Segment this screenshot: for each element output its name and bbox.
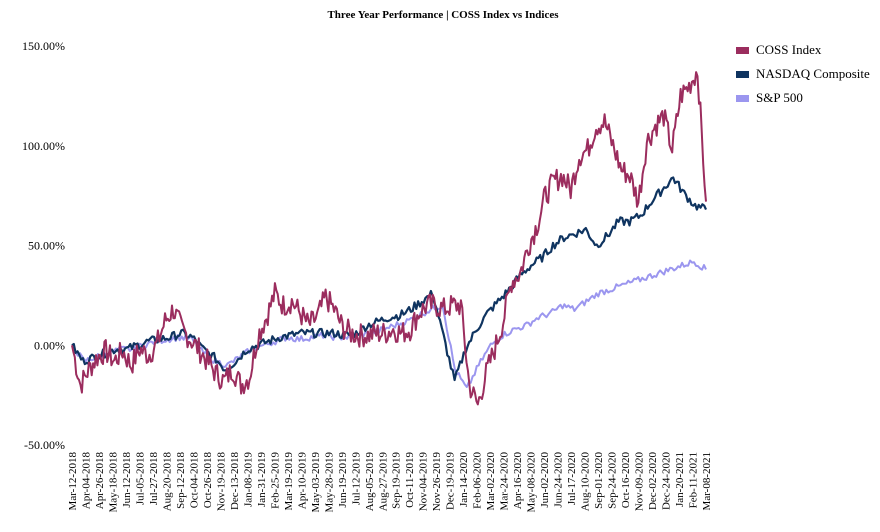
x-tick-label: Jun-24-2020 (553, 452, 565, 508)
x-tick-label: Jan-31-2019 (256, 452, 268, 507)
series-layer (71, 71, 708, 406)
x-tick-label: May-18-2018 (107, 452, 119, 513)
legend-swatch-nasdaq (736, 70, 749, 78)
x-tick-label: Apr-26-2018 (94, 452, 106, 510)
x-tick-label: Jun-12-2018 (121, 452, 133, 508)
x-tick-label: Nov-04-2019 (418, 452, 430, 512)
x-tick-label: Jun-19-2019 (337, 452, 349, 508)
legend-item-sp500[interactable]: S&P 500 (736, 86, 870, 110)
x-tick-label: Dec-19-2019 (445, 452, 457, 511)
x-tick-label: Nov-19-2018 (215, 452, 227, 512)
x-tick-label: Nov-26-2019 (431, 452, 443, 512)
x-tick-label: Dec-13-2018 (229, 452, 241, 511)
x-tick-label: Oct-26-2018 (202, 452, 214, 509)
legend-item-nasdaq[interactable]: NASDAQ Composite (736, 62, 870, 86)
x-tick-label: Jul-12-2019 (350, 452, 362, 506)
legend-item-coss[interactable]: COSS Index (736, 38, 870, 62)
x-tick-label: Aug-05-2019 (364, 452, 376, 512)
x-tick-label: Feb-06-2020 (472, 452, 484, 509)
x-tick-label: Mar-19-2019 (283, 452, 295, 511)
x-tick-label: Oct-04-2018 (188, 452, 200, 509)
x-tick-label: Sep-19-2019 (391, 452, 403, 509)
y-tick-label: 150.00% (22, 39, 65, 53)
x-tick-label: May-28-2019 (323, 452, 335, 513)
x-tick-label: May-08-2020 (526, 452, 538, 513)
x-tick-label: Mar-24-2020 (499, 452, 511, 511)
x-tick-label: Jan-20-2021 (674, 452, 686, 507)
x-tick-label: Dec-02-2020 (647, 452, 659, 511)
x-tick-label: Aug-10-2020 (580, 452, 592, 512)
legend-label-coss: COSS Index (756, 42, 822, 57)
legend: COSS Index NASDAQ Composite S&P 500 (736, 38, 870, 110)
legend-swatch-coss (736, 46, 749, 54)
x-tick-label: Nov-09-2020 (634, 452, 646, 512)
series-line-nasdaq-composite (71, 176, 708, 382)
x-tick-label: Jan-14-2020 (458, 452, 470, 507)
x-tick-label: Jul-27-2018 (148, 452, 160, 506)
x-tick-label: Mar-12-2018 (67, 452, 79, 511)
x-tick-label: Apr-10-2019 (296, 452, 308, 510)
x-tick-label: Jul-17-2020 (566, 452, 578, 506)
x-tick-label: Sep-12-2018 (175, 452, 187, 509)
y-axis: 150.00% 100.00% 50.00% 0.00% -50.00% (22, 39, 65, 452)
x-tick-label: May-03-2019 (310, 452, 322, 513)
x-tick-label: Sep-01-2020 (593, 452, 605, 509)
legend-label-sp500: S&P 500 (756, 90, 803, 105)
legend-label-nasdaq: NASDAQ Composite (756, 66, 870, 81)
x-tick-label: Feb-11-2021 (688, 452, 700, 508)
legend-swatch-sp500 (736, 94, 749, 102)
x-tick-label: Aug-20-2018 (161, 452, 173, 512)
x-tick-label: Dec-24-2020 (661, 452, 673, 511)
x-tick-label: Jan-08-2019 (242, 452, 254, 507)
x-tick-label: Feb-25-2019 (269, 452, 281, 509)
x-tick-label: Mar-02-2020 (485, 452, 497, 511)
x-tick-label: Apr-04-2018 (80, 452, 92, 510)
y-tick-label: 50.00% (28, 239, 65, 253)
x-axis: Mar-12-2018 Apr-04-2018 Apr-26-2018 May-18-… (67, 452, 713, 513)
x-tick-label: Jun-02-2020 (539, 452, 551, 508)
x-tick-label: Apr-16-2020 (512, 452, 524, 510)
x-tick-label: Oct-11-2019 (404, 452, 416, 508)
x-tick-label: Mar-08-2021 (701, 452, 713, 510)
chart-title: Three Year Performance | COSS Index vs I… (327, 9, 559, 21)
y-tick-label: 100.00% (22, 139, 65, 153)
x-tick-label: Jul-05-2018 (134, 452, 146, 506)
series-line-coss-index (71, 71, 707, 406)
series-line-s-p-500 (71, 259, 707, 388)
y-tick-label: -50.00% (24, 438, 65, 452)
y-tick-label: 0.00% (34, 338, 65, 352)
x-tick-label: Oct-16-2020 (620, 452, 632, 509)
x-tick-label: Aug-27-2019 (377, 452, 389, 512)
x-tick-label: Sep-24-2020 (607, 452, 619, 509)
